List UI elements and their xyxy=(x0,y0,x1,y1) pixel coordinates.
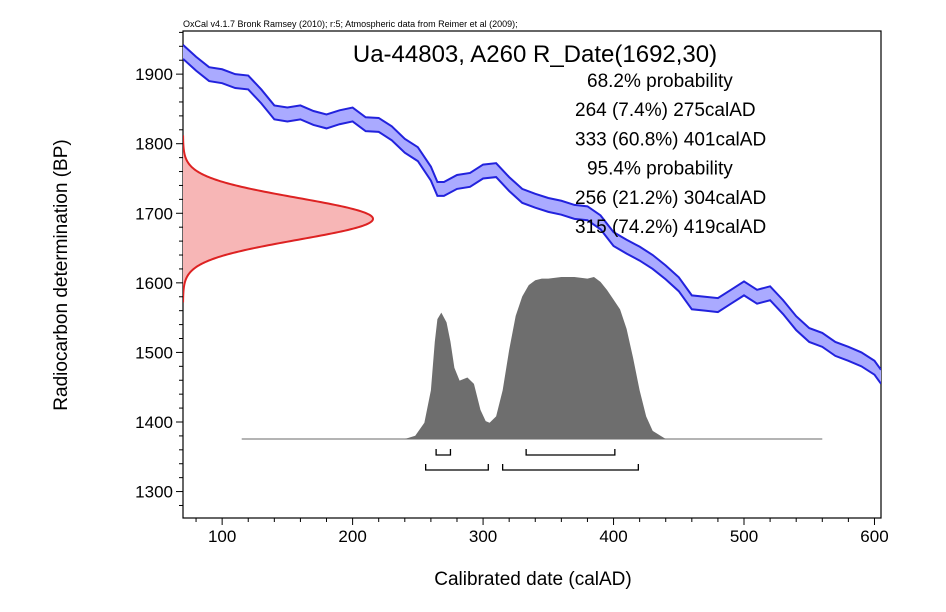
summary-range-1: 264 (7.4%) 275calAD xyxy=(575,100,756,121)
summary-range-4: 256 (21.2%) 304calAD xyxy=(575,188,766,209)
y-tick-label-1700: 1700 xyxy=(135,204,173,223)
calibration-curve-lower xyxy=(183,58,881,385)
x-tick-label-100: 100 xyxy=(208,527,236,546)
x-tick-label-400: 400 xyxy=(599,527,627,546)
range-95-bracket-1 xyxy=(501,464,639,471)
plot-frame xyxy=(182,30,882,519)
plot-layer xyxy=(183,44,881,471)
calibration-curve-band xyxy=(183,44,881,384)
range-95-bracket-0 xyxy=(425,464,489,471)
y-axis-label: Radiocarbon determination (BP) xyxy=(51,139,72,410)
summary-header-0: 68.2% probability xyxy=(587,71,733,92)
x-tick-label-200: 200 xyxy=(338,527,366,546)
summary-header-3: 95.4% probability xyxy=(587,159,733,180)
probability-summary: 68.2% probability 264 (7.4%) 275calAD 333 … xyxy=(575,71,766,238)
range-68-bracket-1 xyxy=(525,449,616,456)
measurement-distribution-line xyxy=(183,135,375,303)
x-tick-label-300: 300 xyxy=(469,527,497,546)
x-tick-label-500: 500 xyxy=(730,527,758,546)
posterior-distribution xyxy=(241,277,823,439)
summary-range-2: 333 (60.8%) 401calAD xyxy=(575,129,766,150)
y-tick-label-1500: 1500 xyxy=(135,343,173,362)
x-tick-label-600: 600 xyxy=(860,527,888,546)
range-68-bracket-0 xyxy=(435,449,452,456)
chart-title: Ua-44803, A260 R_Date(1692,30) xyxy=(353,41,717,68)
axis-layer: 100 200 300 400 500 600 1300 1400 1500 1600 1700 18… xyxy=(135,31,889,546)
measurement-distribution-fill xyxy=(183,135,373,303)
y-tick-label-1600: 1600 xyxy=(135,274,173,293)
y-tick-label-1300: 1300 xyxy=(135,483,173,502)
summary-range-5: 315 (74.2%) 419calAD xyxy=(575,217,766,238)
y-tick-label-1900: 1900 xyxy=(135,65,173,84)
oxcal-credit: OxCal v4.1.7 Bronk Ramsey (2010); r:5; A… xyxy=(183,19,518,29)
y-tick-label-1400: 1400 xyxy=(135,413,173,432)
calibration-curve-upper xyxy=(183,44,881,371)
y-tick-label-1800: 1800 xyxy=(135,135,173,154)
x-axis-label: Calibrated date (calAD) xyxy=(434,569,631,590)
